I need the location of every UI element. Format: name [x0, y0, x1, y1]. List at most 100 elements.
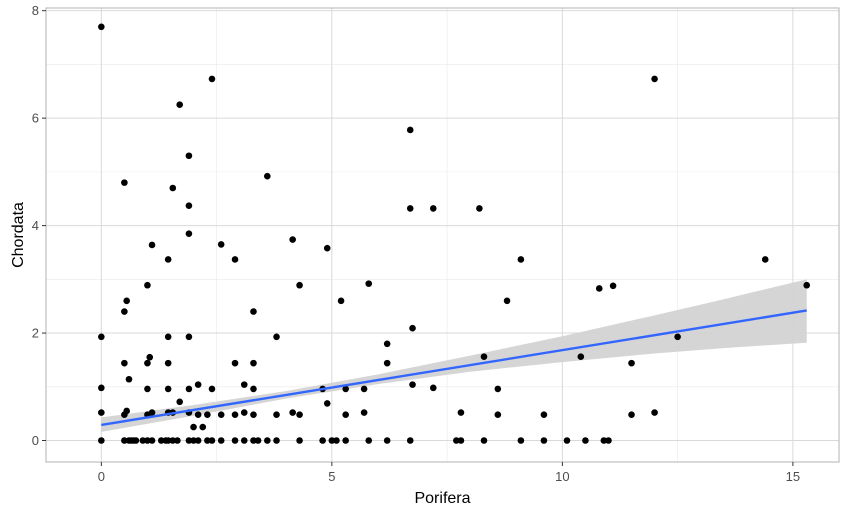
data-point [204, 411, 211, 419]
data-point [628, 411, 635, 419]
data-point [217, 241, 225, 248]
data-point [289, 236, 296, 243]
data-point [273, 437, 280, 444]
data-point [199, 423, 207, 431]
data-point [264, 437, 271, 444]
data-point [139, 437, 147, 444]
data-point [296, 281, 303, 289]
data-point [429, 205, 437, 212]
data-point [176, 398, 184, 406]
data-point [480, 353, 488, 360]
data-point [98, 409, 105, 416]
data-point [651, 409, 658, 416]
data-point [164, 256, 172, 263]
data-point [144, 281, 151, 289]
data-point [494, 385, 502, 393]
data-point [185, 202, 193, 210]
data-point [803, 281, 811, 289]
data-point [342, 411, 349, 419]
data-point [121, 437, 128, 444]
x-axis-ticks: 0 5 10 15 [98, 462, 800, 484]
data-point [194, 411, 202, 419]
data-point [264, 172, 271, 180]
data-point [144, 359, 151, 367]
data-point [185, 385, 193, 393]
data-point [121, 179, 128, 186]
data-point [273, 411, 280, 419]
data-point [174, 437, 181, 444]
data-point [185, 152, 193, 160]
data-point [342, 437, 349, 444]
data-point [217, 437, 225, 444]
data-point [231, 256, 239, 263]
x-tick-label: 5 [328, 469, 335, 484]
data-point [240, 381, 248, 388]
panel-border [45, 7, 840, 463]
data-point [563, 437, 571, 444]
data-point [125, 375, 133, 383]
data-point [250, 308, 257, 315]
confidence-band [101, 279, 807, 432]
data-point [406, 437, 414, 444]
data-point [190, 437, 197, 444]
data-point [231, 359, 239, 367]
data-point [595, 285, 603, 292]
data-point [185, 230, 193, 237]
data-point [628, 359, 635, 367]
data-point [164, 437, 172, 444]
data-point [144, 385, 151, 393]
data-point [761, 256, 769, 263]
data-point [319, 437, 326, 444]
x-tick-label: 0 [98, 469, 105, 484]
data-point [457, 409, 465, 416]
data-point [365, 280, 373, 287]
data-point [409, 381, 416, 388]
data-point [333, 437, 340, 444]
y-tick-label: 6 [32, 111, 39, 126]
data-point [98, 333, 105, 341]
data-point [208, 75, 216, 83]
data-point [148, 437, 156, 444]
x-tick-label: 10 [555, 469, 569, 484]
data-point [194, 381, 202, 388]
data-point [600, 437, 608, 444]
data-point [409, 324, 416, 332]
data-point [121, 359, 128, 367]
data-point [517, 256, 525, 263]
data-point [383, 359, 391, 367]
regression-line [101, 309, 807, 427]
data-point [360, 409, 368, 416]
data-point [123, 407, 130, 415]
data-point [476, 205, 483, 212]
data-point [98, 384, 105, 392]
data-point [194, 437, 202, 444]
data-point [164, 359, 172, 367]
y-tick-label: 8 [32, 3, 39, 18]
data-point [250, 411, 257, 419]
data-point [406, 126, 414, 134]
data-point [289, 409, 296, 416]
data-point [144, 437, 151, 444]
data-point [337, 297, 345, 305]
data-point [406, 205, 414, 212]
data-point [517, 437, 525, 444]
y-tick-label: 4 [32, 218, 39, 233]
minor-grid [46, 8, 839, 462]
data-point [231, 437, 239, 444]
data-point [674, 333, 681, 341]
data-point [365, 437, 373, 444]
y-tick-label: 0 [32, 433, 39, 448]
data-point [429, 384, 437, 392]
data-point [453, 437, 460, 444]
data-points [98, 23, 811, 444]
data-point [605, 437, 612, 444]
data-point [342, 385, 349, 393]
y-tick-label: 2 [32, 326, 39, 341]
data-point [383, 437, 391, 444]
data-point [328, 437, 336, 444]
data-point [164, 385, 172, 393]
data-point [296, 411, 303, 419]
x-tick-label: 15 [786, 469, 800, 484]
data-point [185, 437, 193, 444]
